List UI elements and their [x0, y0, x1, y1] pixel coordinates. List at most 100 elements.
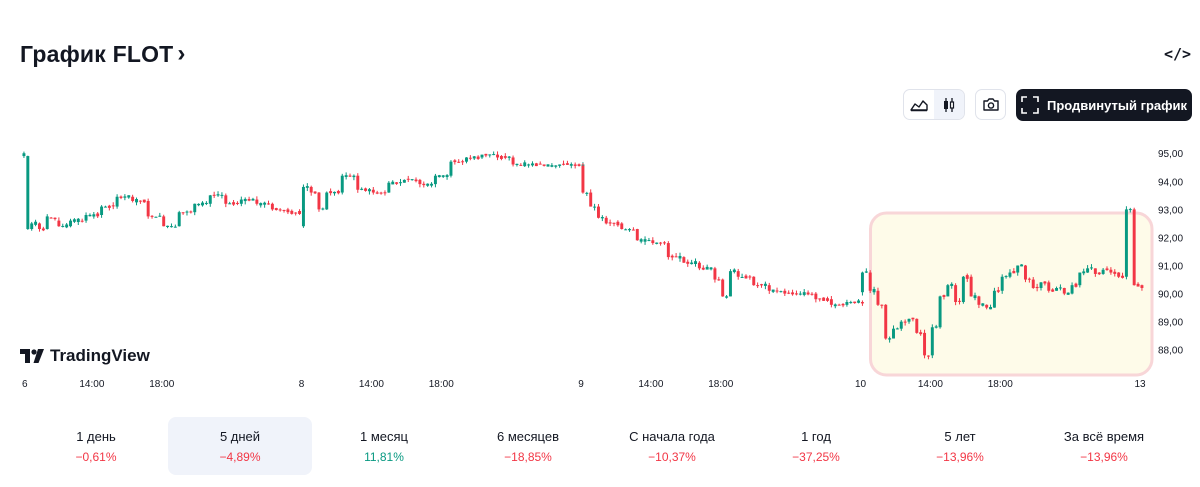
candle-body [387, 182, 391, 193]
candle-body [1008, 272, 1012, 277]
screenshot-button[interactable] [975, 89, 1006, 120]
period-1d[interactable]: 1 день −0,61% [24, 417, 168, 475]
candle-body [709, 267, 713, 270]
period-change: −0,61% [75, 449, 117, 464]
tradingview-logo-icon [20, 349, 44, 363]
fullscreen-frame-icon [1021, 96, 1039, 114]
candle-body [806, 292, 810, 295]
advanced-chart-button[interactable]: Продвинутый график [1016, 89, 1192, 121]
y-tick-label: 90,00 [1158, 290, 1183, 301]
candle-body [992, 290, 996, 308]
chart-title-link[interactable]: График FLOT › [20, 40, 186, 68]
candle-body [395, 182, 399, 184]
period-6m[interactable]: 6 месяцев −18,85% [456, 417, 600, 475]
candle-body [441, 175, 445, 177]
candle-body [954, 285, 958, 303]
candle-body [212, 194, 216, 196]
candle-body [92, 214, 96, 217]
candle-body [620, 223, 624, 230]
candle-body [1105, 268, 1109, 271]
candle-body [96, 213, 100, 217]
tradingview-logo[interactable]: TradingView [20, 346, 150, 366]
period-all[interactable]: За всё время −13,96% [1032, 417, 1176, 475]
candle-body [616, 221, 620, 226]
candle-body [30, 223, 34, 230]
candle-body [278, 209, 282, 211]
candle-body [430, 183, 434, 186]
camera-icon [982, 98, 999, 111]
candle-body [360, 188, 364, 190]
candle-body [713, 268, 717, 280]
candle-body [1000, 276, 1004, 291]
candle-body [468, 157, 472, 159]
candle-body [837, 304, 841, 306]
period-1y[interactable]: 1 год −37,25% [744, 417, 888, 475]
y-tick-label: 92,00 [1158, 233, 1183, 244]
candle-body [1117, 272, 1121, 277]
x-tick-label: 18:00 [988, 379, 1013, 390]
candle-body [150, 215, 154, 217]
candle-body [1039, 282, 1043, 288]
candle-body [985, 304, 989, 308]
period-ytd[interactable]: С начала года −10,37% [600, 417, 744, 475]
period-1m[interactable]: 1 месяц 11,81% [312, 417, 456, 475]
area-chart-button[interactable] [904, 90, 934, 119]
candle-body [127, 195, 131, 198]
candle-body [934, 326, 938, 328]
candle-body [1132, 209, 1136, 286]
candles-chart-button[interactable] [934, 90, 964, 119]
candle-body [131, 196, 135, 201]
candle-body [911, 317, 915, 320]
candle-body [294, 212, 298, 214]
candle-body [903, 321, 907, 323]
candle-body [243, 198, 247, 202]
candle-body [880, 304, 884, 306]
embed-code-icon[interactable]: </> [1164, 45, 1192, 63]
x-tick-label: 10 [855, 379, 867, 390]
candle-body [1070, 285, 1074, 294]
candlestick-chart[interactable]: 95,00 94,00 93,00 92,00 91,00 90,00 89,00 88,00… [0, 135, 1200, 397]
page-title: График FLOT [20, 40, 174, 67]
candle-body [748, 276, 752, 278]
period-label: 6 месяцев [497, 428, 559, 444]
candle-body [169, 226, 173, 228]
candle-body [193, 203, 197, 213]
period-5y[interactable]: 5 лет −13,96% [888, 417, 1032, 475]
candle-body [872, 289, 876, 293]
candle-body [942, 295, 946, 297]
candle-body [1066, 292, 1070, 295]
period-label: 1 день [76, 428, 116, 444]
candle-body [752, 276, 756, 286]
candle-body [402, 179, 406, 183]
candle-body [449, 161, 453, 176]
candle-body [531, 163, 534, 166]
candle-body [631, 229, 635, 231]
candle-body [410, 179, 414, 181]
candle-body [565, 163, 569, 165]
candle-body [383, 192, 387, 194]
candle-body [647, 240, 651, 242]
candle-body [317, 192, 321, 210]
candle-body [235, 202, 239, 204]
candle-body [573, 164, 577, 166]
candle-body [1136, 283, 1140, 287]
candle-body [1109, 269, 1113, 273]
candle-body [26, 156, 30, 230]
candle-body [286, 209, 290, 213]
candle-body [884, 304, 888, 339]
candle-body [1101, 269, 1105, 274]
y-tick-label: 94,00 [1158, 177, 1183, 188]
candle-body [569, 164, 573, 166]
period-5d[interactable]: 5 дней −4,89% [168, 417, 312, 475]
candle-body [267, 203, 270, 205]
candle-body [41, 228, 45, 231]
candle-body [465, 157, 468, 162]
candle-body [45, 216, 49, 230]
area-chart-icon [910, 99, 928, 111]
y-tick-label: 88,00 [1158, 346, 1183, 357]
candle-body [515, 163, 519, 165]
candle-body [694, 261, 697, 265]
x-tick-label: 14:00 [638, 379, 663, 390]
candle-body [375, 192, 379, 194]
candle-body [185, 211, 189, 213]
